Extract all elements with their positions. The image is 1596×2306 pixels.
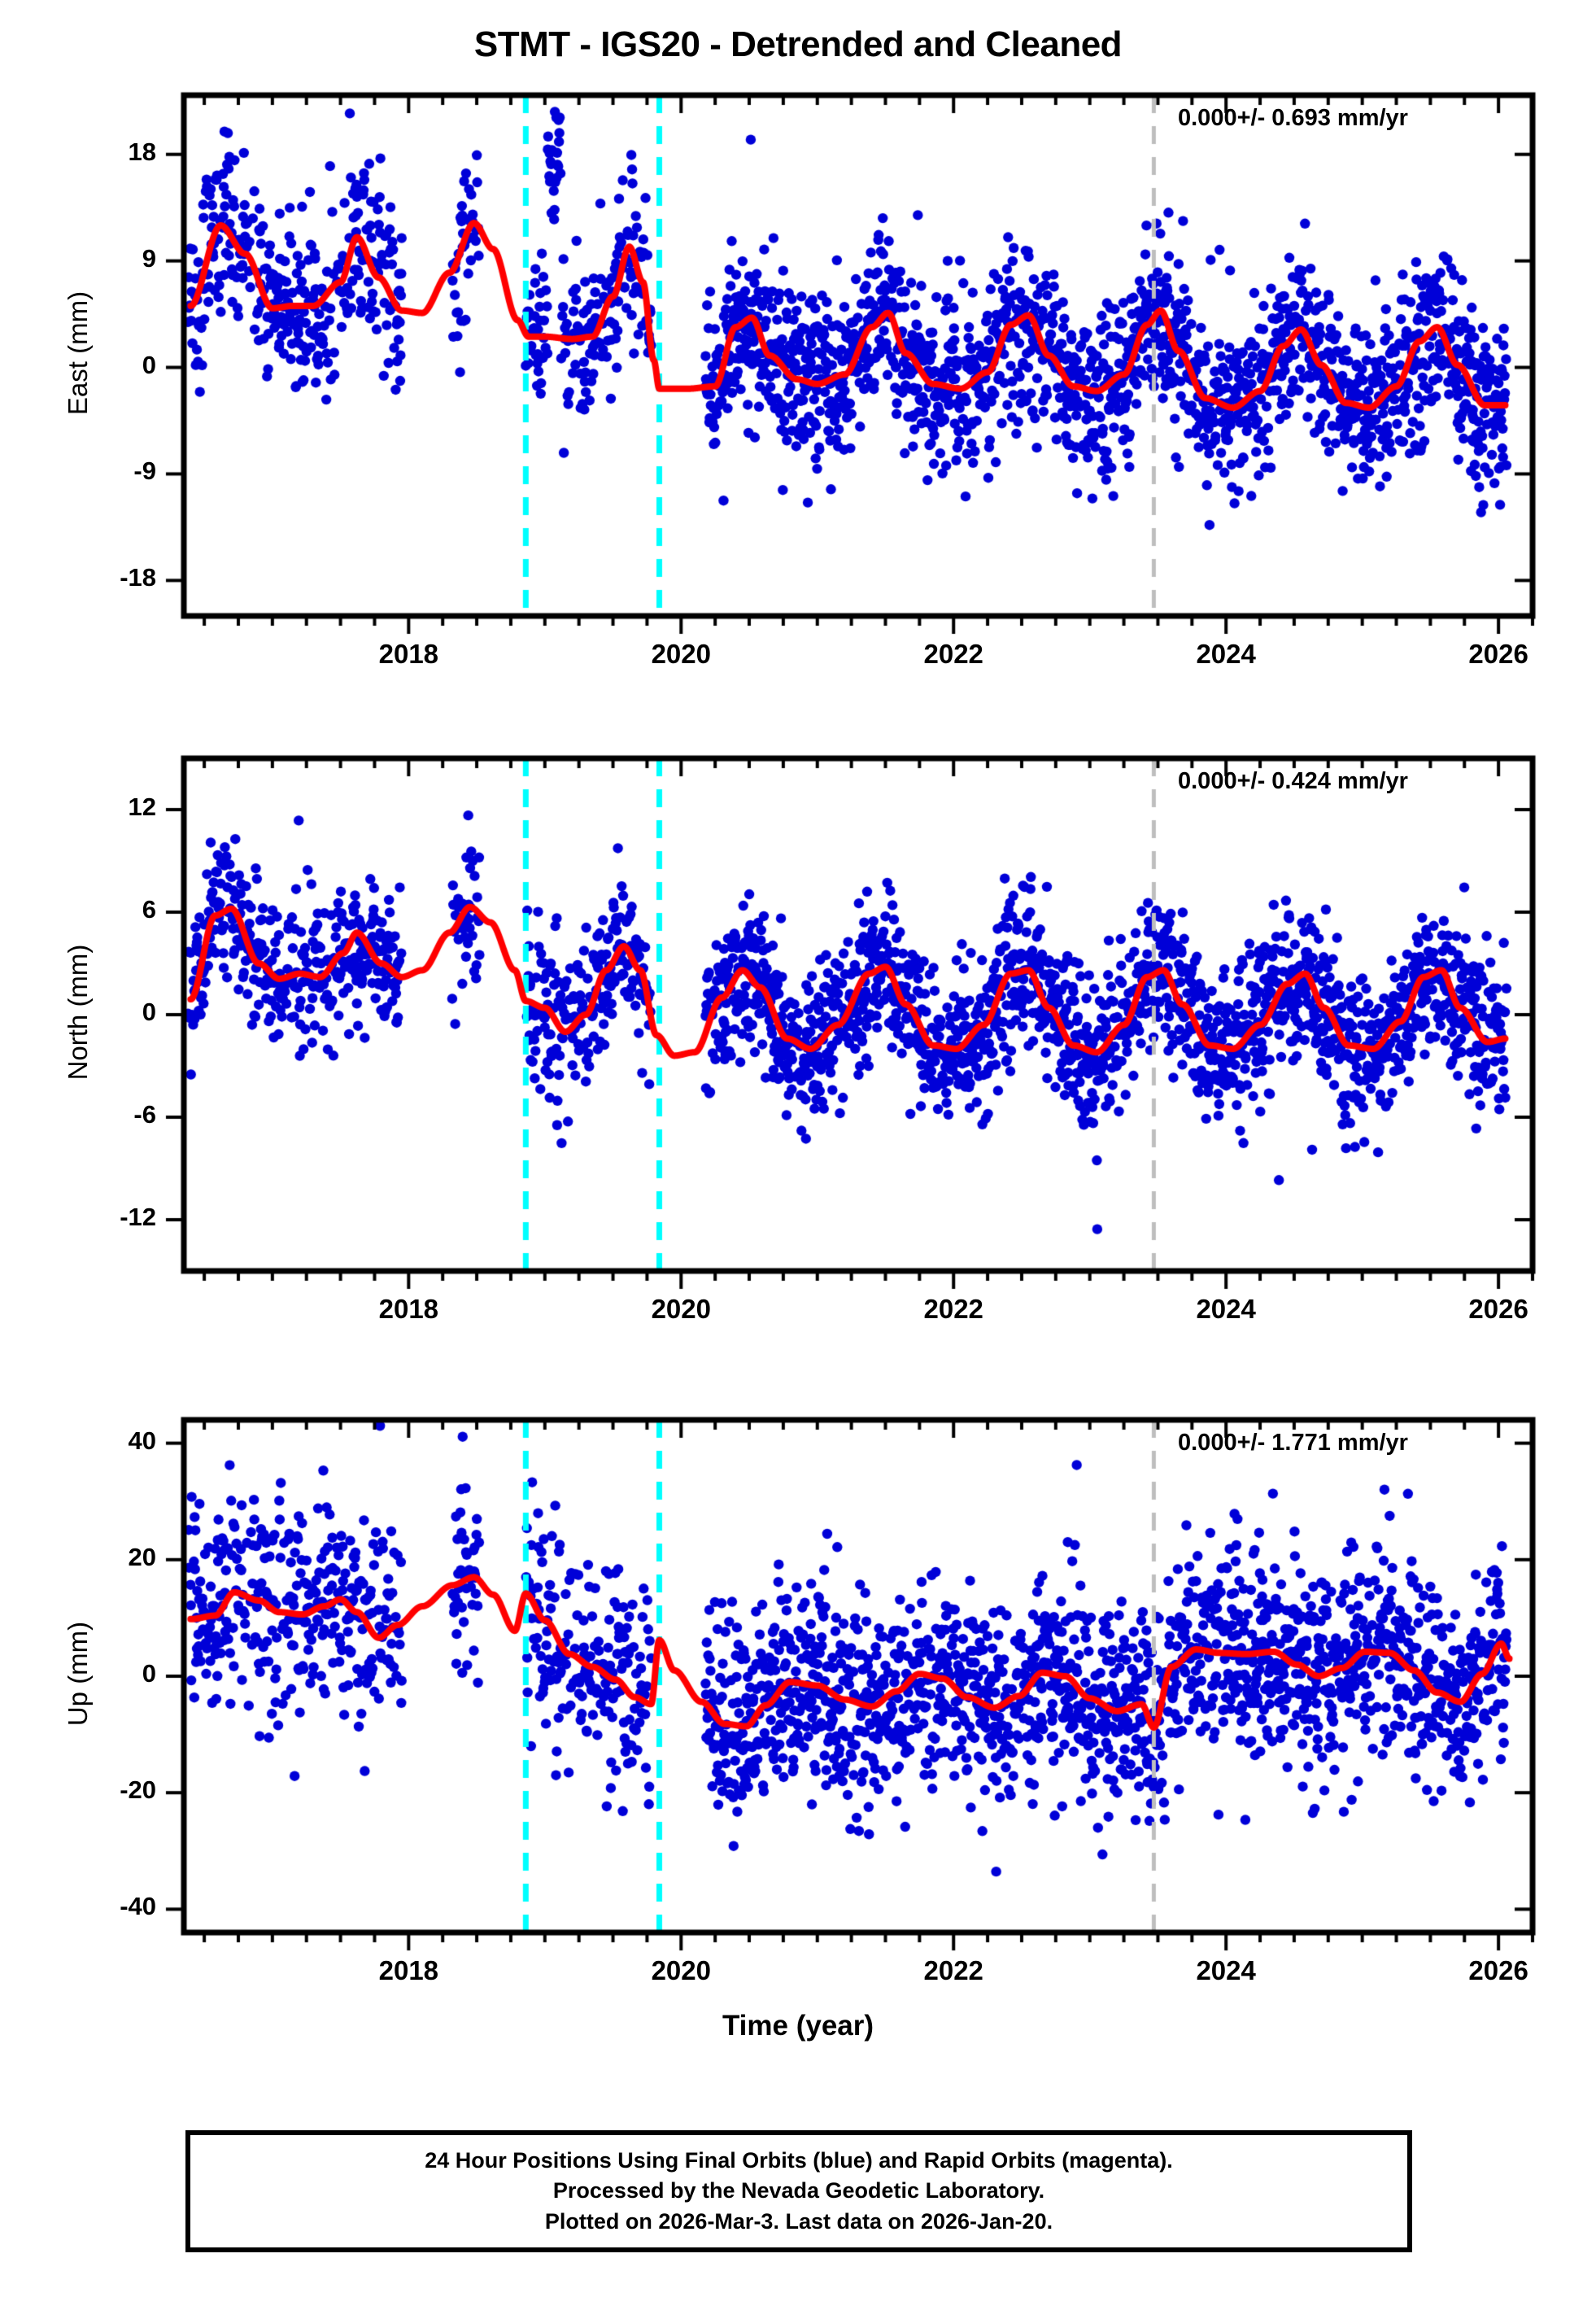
y-tick-label: 0: [142, 350, 156, 379]
x-tick-label: 2022: [923, 1955, 983, 1985]
y-tick-label: -20: [120, 1775, 156, 1805]
y-tick-label: -18: [120, 563, 156, 592]
north-rate-annotation: 0.000+/- 0.424 mm/yr: [1178, 768, 1408, 794]
y-tick-label: -6: [133, 1100, 156, 1129]
y-tick-label: 40: [128, 1426, 156, 1455]
y-tick-label: 9: [142, 243, 156, 273]
x-tick-label: 2020: [651, 1294, 711, 1324]
y-tick-label: 0: [142, 998, 156, 1026]
x-tick-label: 2026: [1468, 639, 1528, 669]
caption-box: 24 Hour Positions Using Final Orbits (bl…: [185, 2130, 1412, 2252]
x-tick-label: 2018: [378, 1294, 439, 1324]
x-tick-label: 2026: [1468, 1294, 1528, 1324]
x-tick-label: 2024: [1196, 1294, 1256, 1324]
x-tick-label: 2026: [1468, 1955, 1528, 1985]
y-tick-label: 12: [128, 793, 156, 821]
x-tick-label: 2024: [1196, 1955, 1256, 1985]
east-rate-annotation: 0.000+/- 0.693 mm/yr: [1178, 105, 1408, 131]
y-tick-label: -9: [133, 456, 156, 486]
x-tick-label: 2020: [651, 1955, 711, 1985]
y-tick-label: -40: [120, 1892, 156, 1921]
caption-line-3: Plotted on 2026-Mar-3. Last data on 2026…: [544, 2208, 1053, 2234]
x-tick-label: 2022: [923, 639, 983, 669]
y-tick-label: 18: [128, 137, 156, 166]
caption-line-1: 24 Hour Positions Using Final Orbits (bl…: [425, 2148, 1173, 2173]
x-tick-label: 2020: [651, 639, 711, 669]
caption-line-2: Processed by the Nevada Geodetic Laborat…: [552, 2178, 1045, 2203]
x-axis-label: Time (year): [722, 2010, 874, 2042]
x-tick-label: 2024: [1196, 639, 1256, 669]
x-tick-label: 2018: [378, 639, 439, 669]
y-tick-label: 6: [142, 895, 156, 924]
y-tick-label: -12: [120, 1203, 156, 1231]
up-rate-annotation: 0.000+/- 1.771 mm/yr: [1178, 1430, 1408, 1456]
y-tick-label: 20: [128, 1542, 156, 1571]
x-tick-label: 2022: [923, 1294, 983, 1324]
x-tick-label: 2018: [378, 1955, 439, 1985]
y-tick-label: 0: [142, 1659, 156, 1688]
page-title: STMT - IGS20 - Detrended and Cleaned: [473, 24, 1123, 64]
